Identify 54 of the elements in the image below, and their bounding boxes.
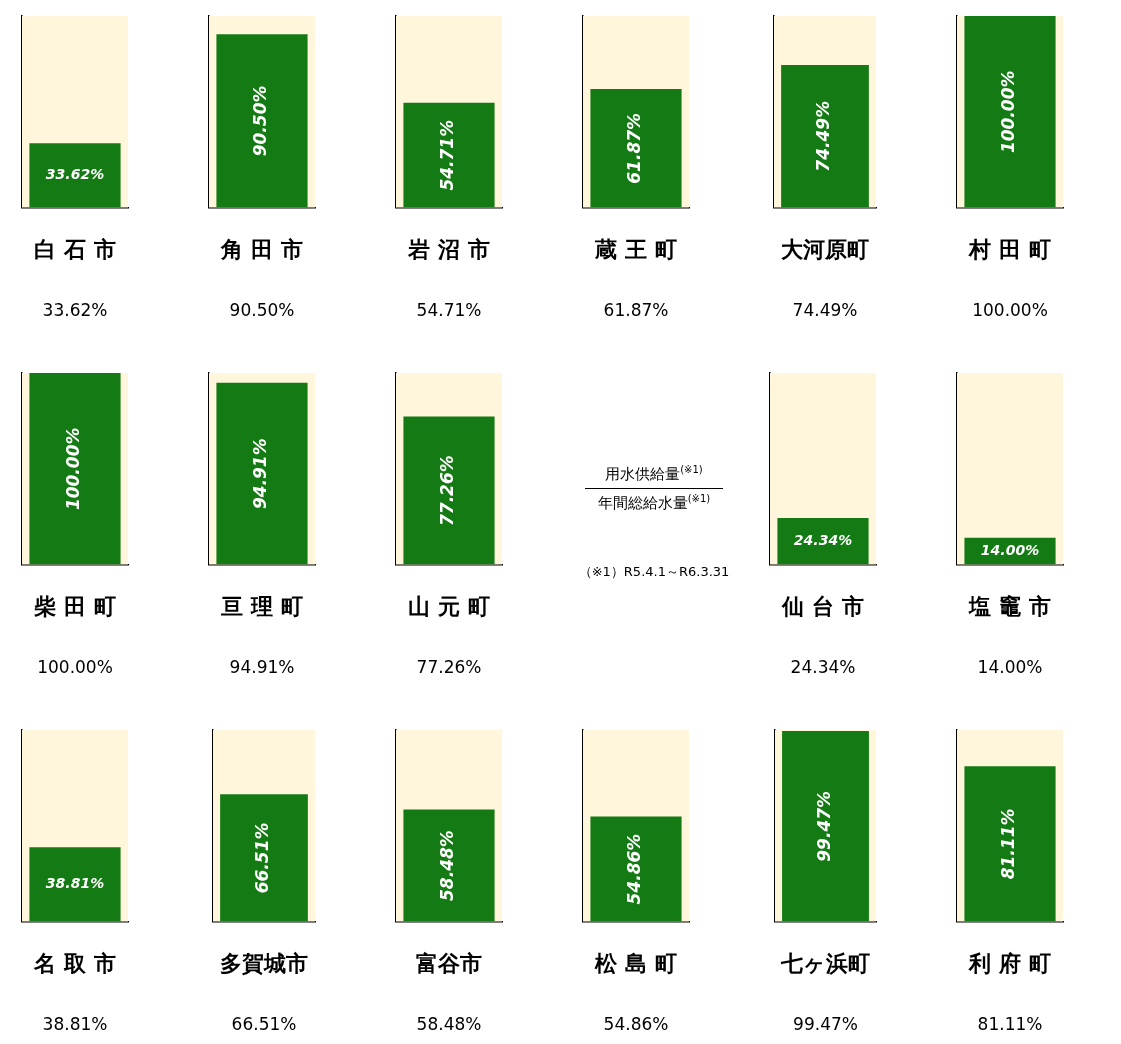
x-tick-label: 名 取 市: [33, 950, 116, 976]
data-label: 66.51%: [252, 822, 273, 894]
data-label: 33.62%: [45, 166, 105, 183]
data-label: 74.49%: [813, 100, 834, 172]
data-label: 38.81%: [45, 875, 105, 892]
x-tick-label: 大河原町: [781, 236, 869, 262]
text: 81.11%: [977, 1014, 1043, 1034]
x-tick-label: 山 元 町: [408, 593, 490, 619]
text: 77.26%: [416, 657, 482, 677]
x-tick-label: 白 石 市: [34, 236, 116, 262]
x-tick-label: 七ヶ浜町: [780, 950, 870, 976]
text: 100.00%: [37, 657, 113, 677]
data-label: 81.11%: [998, 808, 1019, 880]
text: 24.34%: [790, 657, 856, 677]
data-label: 58.48%: [437, 830, 458, 901]
x-tick-label: 柴 田 町: [33, 593, 116, 619]
text: 66.51%: [231, 1014, 297, 1034]
text: 33.62%: [42, 300, 108, 320]
data-label: 54.86%: [624, 833, 645, 905]
text: 61.87%: [603, 300, 669, 320]
x-tick-label: 角 田 市: [220, 236, 303, 262]
data-label: 90.50%: [250, 85, 271, 157]
text: 99.47%: [793, 1014, 858, 1034]
x-tick-label: 仙 台 市: [781, 593, 864, 619]
text: 94.91%: [229, 657, 295, 677]
data-label: 61.87%: [624, 112, 645, 184]
x-tick-label: 村 田 町: [968, 236, 1051, 262]
text: 54.71%: [416, 300, 482, 320]
text: 90.50%: [229, 300, 295, 320]
text: 用水供給量$^{(※1)}$: [585, 463, 723, 489]
x-tick-label: 塩 竈 市: [968, 593, 1051, 619]
text: 58.48%: [416, 1014, 482, 1034]
text: 38.81%: [42, 1014, 108, 1034]
data-label: 77.26%: [437, 455, 458, 526]
data-label: 94.91%: [250, 438, 271, 510]
text: 54.86%: [603, 1014, 669, 1034]
data-label: 24.34%: [793, 531, 853, 548]
data-label: 99.47%: [813, 790, 834, 862]
text: （※1）R5.4.1～R6.3.31: [578, 562, 730, 581]
data-label: 54.71%: [437, 119, 458, 191]
text: 74.49%: [792, 300, 858, 320]
data-label: 100.00%: [998, 70, 1019, 154]
text: 年間総給水量$^{(※1)}$: [596, 491, 712, 513]
data-label: 14.00%: [980, 541, 1040, 558]
text: 100.00%: [972, 300, 1048, 320]
data-label: 100.00%: [63, 427, 84, 511]
text: 14.00%: [977, 657, 1043, 677]
x-tick-label: 亘 理 町: [220, 593, 303, 619]
x-tick-label: 岩 沼 市: [407, 236, 490, 262]
x-tick-label: 利 府 町: [968, 950, 1051, 976]
x-tick-label: 多賀城市: [220, 950, 308, 976]
x-tick-label: 富谷市: [416, 950, 482, 976]
x-tick-label: 松 島 町: [594, 950, 677, 976]
x-tick-label: 蔵 王 町: [594, 236, 677, 262]
